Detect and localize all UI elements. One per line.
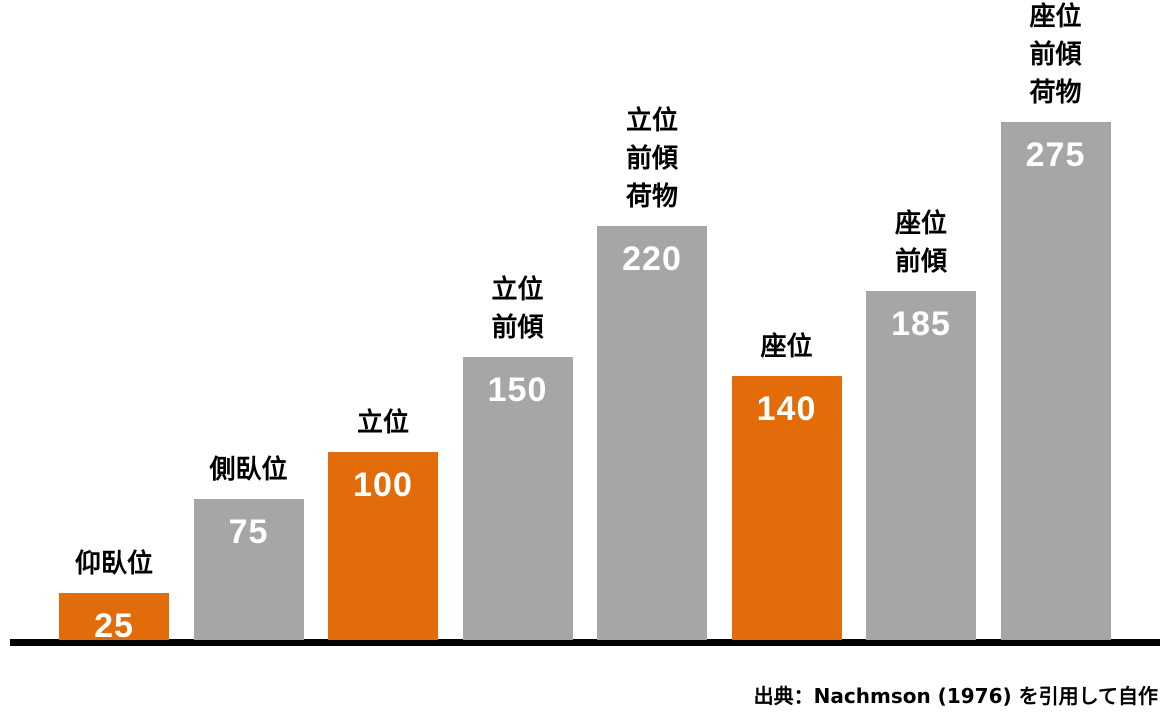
- bar: 185: [866, 291, 976, 640]
- bar: 220: [597, 225, 707, 640]
- source-note: 出典：Nachmson (1976) を引用して自作: [753, 684, 1158, 708]
- bar: 100: [328, 451, 438, 640]
- value-label: 75: [228, 512, 269, 551]
- category-label: 座位: [760, 332, 813, 363]
- value-label: 185: [891, 305, 951, 344]
- value-label: 140: [756, 390, 817, 429]
- category-label: 立位: [356, 407, 409, 438]
- bar: 150: [462, 357, 573, 640]
- bar: 75: [193, 498, 304, 640]
- category-label: 立位 前傾 荷物: [625, 105, 678, 212]
- bar: 275: [1000, 121, 1111, 640]
- bar: 25: [59, 592, 169, 645]
- value-label: 25: [94, 606, 134, 645]
- value-label: 150: [487, 371, 548, 410]
- category-label: 座位 前傾 荷物: [1029, 1, 1082, 108]
- value-label: 220: [622, 239, 682, 278]
- category-label: 立位 前傾: [491, 275, 544, 344]
- baseline: [10, 639, 1160, 646]
- value-label: 275: [1025, 135, 1086, 174]
- value-label: 100: [353, 465, 413, 504]
- category-label: 側臥位: [209, 454, 288, 485]
- category-label: 座位 前傾: [894, 209, 947, 278]
- bar: 140: [731, 376, 842, 640]
- category-label: 仰臥位: [74, 548, 153, 579]
